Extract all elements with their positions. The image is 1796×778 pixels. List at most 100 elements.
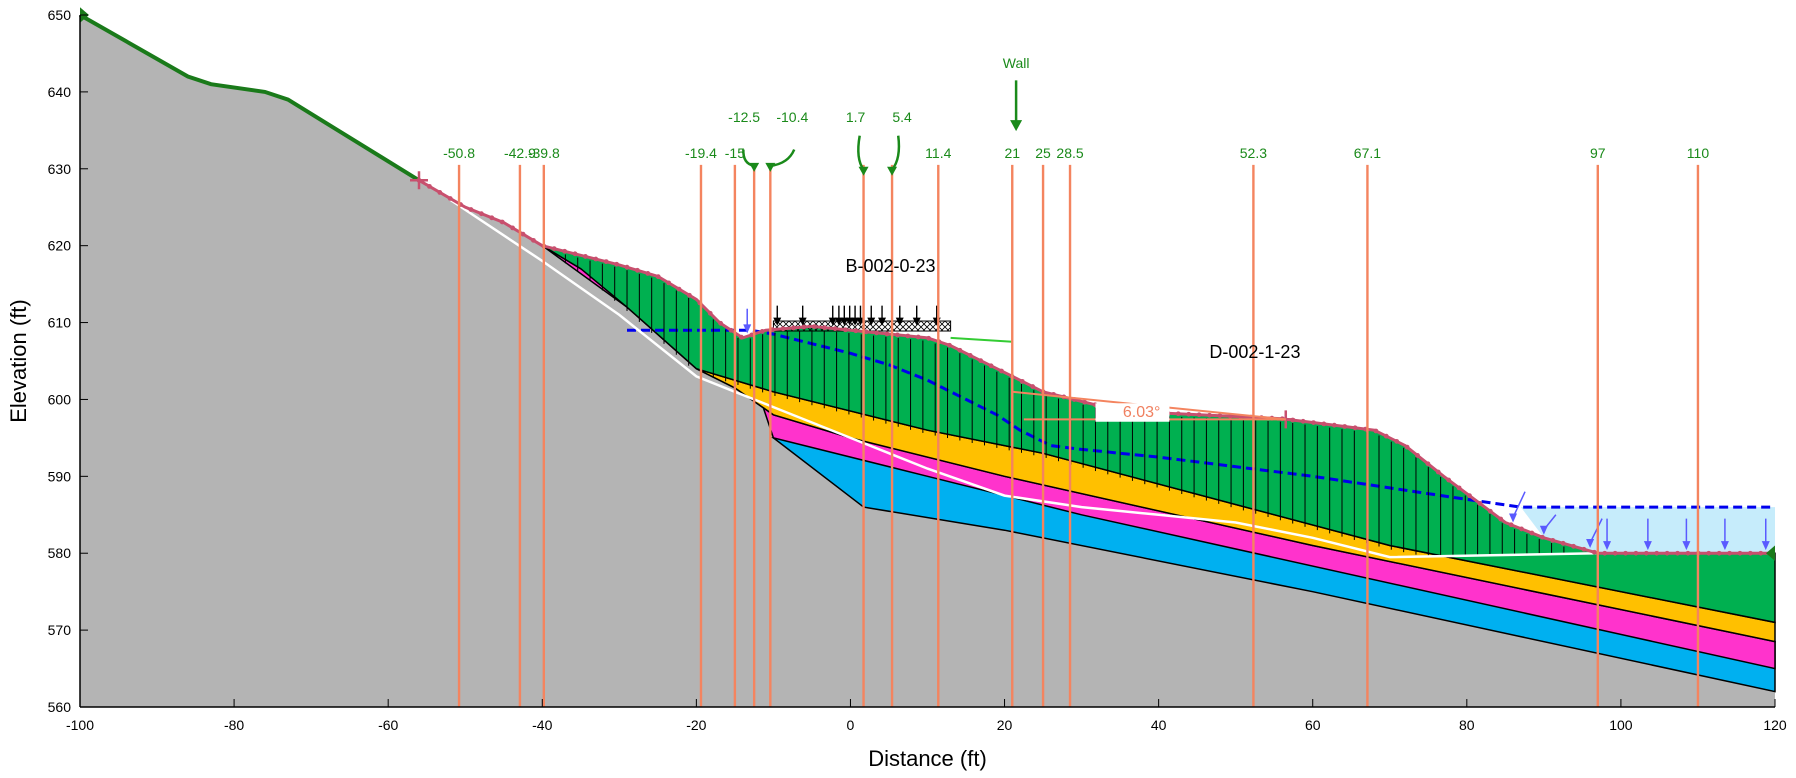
surface-grid-point <box>1560 540 1566 546</box>
water-pressure-arrow-head <box>1682 541 1691 551</box>
load-arrow-head <box>851 317 860 326</box>
surface-grid-point <box>427 183 432 189</box>
section-line-label: 25 <box>1035 145 1051 161</box>
entry-cross <box>410 171 428 190</box>
water-pressure-arrow <box>1589 518 1603 544</box>
surface-grid-point <box>1477 501 1483 506</box>
load-arrow-head <box>895 317 904 326</box>
surface-grid-point <box>510 225 516 231</box>
surface-grid-point <box>1519 526 1524 532</box>
surface-grid-point <box>676 286 682 292</box>
section-line-label: 97 <box>1590 145 1606 161</box>
x-tick-label: 0 <box>847 717 855 733</box>
x-tick-label: -80 <box>224 717 244 733</box>
load-arrow-head <box>798 317 807 326</box>
surface-grid-point <box>1747 550 1753 556</box>
surface-grid-point <box>593 256 599 262</box>
callout-arrow-head <box>887 166 898 176</box>
surface-grid-point <box>947 342 952 348</box>
surface-grid-point <box>832 326 838 332</box>
section-line-label: -10.4 <box>776 109 808 125</box>
section-line-label: 5.4 <box>892 109 912 125</box>
x-tick-label: -20 <box>686 717 706 733</box>
surface-grid-point <box>614 261 620 267</box>
section-line-label: 1.7 <box>846 109 866 125</box>
x-tick-label: 40 <box>1151 717 1167 733</box>
surface-grid-point <box>1196 412 1202 418</box>
water-pressure-arrow-head <box>1720 541 1729 551</box>
surface-grid-point <box>1415 453 1420 458</box>
callout-arrow <box>891 135 901 171</box>
surface-grid-point <box>666 280 672 286</box>
section-line-label: 110 <box>1687 145 1710 161</box>
surface-grid-point <box>1664 550 1670 556</box>
surface-grid-point <box>874 330 880 336</box>
water-features <box>627 308 1775 554</box>
surface-grid-point <box>801 324 807 330</box>
section-line-label: -19.4 <box>685 145 717 161</box>
surface-grid-point <box>967 353 973 358</box>
surface-grid-point <box>957 347 963 353</box>
critical-slip-surface <box>449 198 1598 559</box>
surface-grid-point <box>1508 522 1514 528</box>
surface-grid-point <box>1706 550 1712 556</box>
callout-arrow <box>857 135 865 171</box>
wall-callout-arrow-head <box>1010 120 1023 132</box>
surface-grid-point <box>1716 550 1722 556</box>
surface-grid-point <box>1186 411 1192 417</box>
load-arrow-head <box>845 317 854 326</box>
surface-grid-point <box>1737 550 1743 556</box>
y-tick-label: 590 <box>48 468 72 484</box>
surface-grid-point <box>1383 433 1389 439</box>
surface-grid-point <box>1550 537 1556 543</box>
water-pressure-arrow-head <box>1509 513 1518 523</box>
surface-grid-point <box>759 328 765 334</box>
annotations: Wall B-002-0-23 D-002-1-23 6.03° <box>845 55 1300 422</box>
surface-grid-point <box>863 329 869 335</box>
y-tick-label: 640 <box>48 84 72 100</box>
surface-grid-point <box>603 259 609 265</box>
surface-grid-point <box>1352 425 1358 431</box>
x-axis-title: Distance (ft) <box>868 746 987 771</box>
x-tick-label: 80 <box>1459 717 1475 733</box>
surface-grid-point <box>655 274 661 280</box>
surface-grid-point <box>915 334 921 340</box>
surface-grid-point <box>1321 421 1327 427</box>
surface-grid-point <box>1207 412 1212 418</box>
x-tick-label: -40 <box>532 717 552 733</box>
surface-grid-point <box>1217 413 1223 419</box>
section-line-label: -50.8 <box>443 145 475 161</box>
water-pressure-arrow-head <box>1586 538 1595 548</box>
surface-grid-point <box>687 292 692 298</box>
surface-grid-point <box>531 237 536 243</box>
y-tick-label: 580 <box>48 545 72 561</box>
surface-grid-point <box>1300 418 1306 424</box>
load-arrow-head <box>878 317 887 326</box>
y-tick-label: 600 <box>48 391 72 407</box>
water-pressure-arrow-head <box>1643 541 1652 551</box>
surface-grid-point <box>978 358 984 364</box>
surface-grid-point <box>895 332 900 338</box>
y-tick-label: 620 <box>48 238 72 254</box>
slope-angle-label: 6.03° <box>1123 404 1161 421</box>
right-boundary-marker <box>1766 545 1775 561</box>
callout-arrow-head <box>749 162 760 172</box>
surface-grid-point <box>1727 550 1732 556</box>
y-tick-label: 650 <box>48 7 72 23</box>
surface-grid-point <box>645 271 651 276</box>
surface-grid-point <box>624 264 630 270</box>
load-arrow-head <box>828 317 837 326</box>
borehole-label-d-002-1-23: D-002-1-23 <box>1209 342 1300 362</box>
y-tick-label: 570 <box>48 622 72 638</box>
surface-grid-point <box>1404 444 1410 450</box>
soil-layers <box>80 15 1776 707</box>
upper-ground-line <box>79 13 421 183</box>
section-line-label: -42.9 <box>504 145 536 161</box>
slice-and-load-details <box>79 7 1775 615</box>
surface-grid-point <box>1342 424 1348 429</box>
callout-arrow-head <box>858 166 869 176</box>
surface-grid-point <box>1581 546 1587 552</box>
surface-grid-point <box>479 211 484 217</box>
